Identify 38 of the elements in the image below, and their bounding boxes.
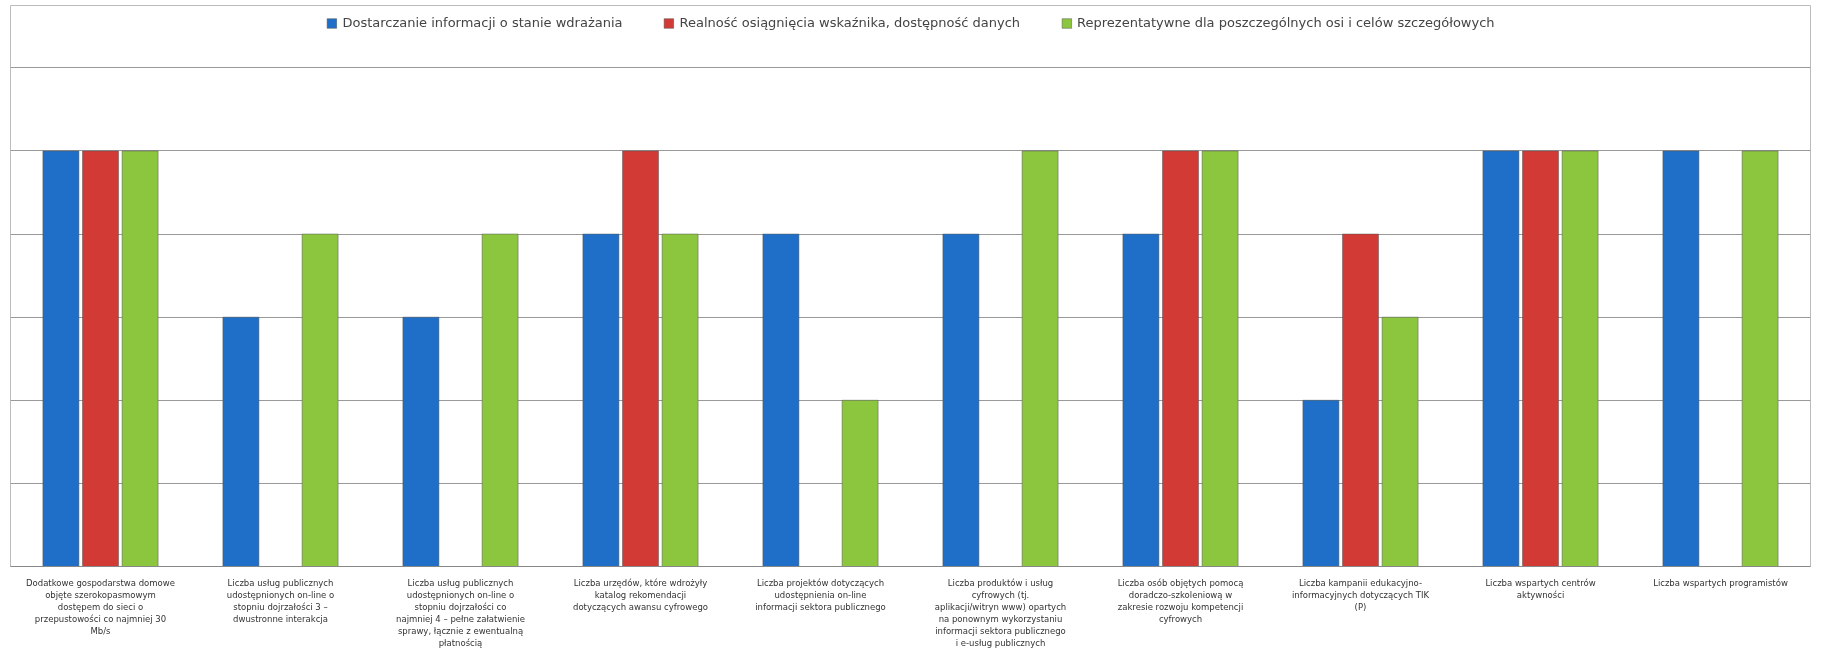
legend-label: Reprezentatywne dla poszczególnych osi i celów szczegółowych: [1077, 15, 1495, 30]
bar: [622, 150, 659, 567]
bar: [1662, 150, 1700, 567]
bar: [1302, 400, 1340, 567]
bar: [1381, 316, 1419, 567]
x-tick-label: Liczba produktów i usług cyfrowych (tj. aplikacji/witryn www) opartych na ponownym wykorzystaniu informacji sektora publicznego i e-usług publicznych: [934, 577, 1067, 648]
bar: [942, 233, 980, 567]
bar: [1021, 150, 1059, 567]
bar: [1482, 150, 1520, 567]
bar: [301, 233, 339, 567]
bar: [481, 233, 519, 567]
x-tick-label: Liczba projektów dotyczących udostępnienia on-line informacji sektora publicznego: [755, 577, 886, 612]
x-tick-label: Liczba osób objętych pomocą doradczo-szkoleniową w zakresie rozwoju kompetencji cyfrowych: [1117, 577, 1244, 624]
bar: [1122, 233, 1160, 567]
bar: [661, 233, 699, 567]
legend-label: Realność osiągnięcia wskaźnika, dostępność danych: [679, 15, 1021, 30]
bar: [1162, 150, 1199, 567]
x-tick-label: Liczba usług publicznych udostępnionych on-line o stopniu dojrzałości co najmniej 4 – pełne załatwienie sprawy, łącznie z ewentualną płatnością: [396, 577, 525, 648]
bar: [762, 233, 800, 567]
x-tick-label: Dodatkowe gospodarstwa domowe objęte szerokopasmowym dostępem do sieci o przepustowości co najmniej 30 Mb/s: [26, 577, 176, 636]
x-tick-label: Liczba kampanii edukacyjno-informacyjnych dotyczących TIK (P): [1291, 577, 1430, 612]
bar: [222, 316, 260, 567]
bar: [1522, 150, 1559, 567]
bar: [121, 150, 159, 567]
bar: [82, 150, 119, 567]
bar: [1741, 150, 1779, 567]
bar: [841, 400, 879, 567]
bar: [582, 233, 620, 567]
x-tick-label: Liczba usług publicznych udostępnionych on-line o stopniu dojrzałości 3 – dwustronne interakcja: [226, 577, 335, 624]
bar: [42, 150, 80, 567]
x-tick-label: Liczba wspartych centrów aktywności: [1485, 577, 1596, 600]
bar: [1561, 150, 1599, 567]
bar: [402, 316, 440, 567]
bar: [1201, 150, 1239, 567]
legend-label: Dostarczanie informacji o stanie wdrażania: [342, 15, 623, 30]
bar: [1342, 233, 1379, 567]
x-tick-label: Liczba urzędów, które wdrożyły katalog rekomendacji dotyczących awansu cyfrowego: [572, 577, 709, 612]
x-tick-label: Liczba wspartych programistów: [1653, 577, 1788, 588]
